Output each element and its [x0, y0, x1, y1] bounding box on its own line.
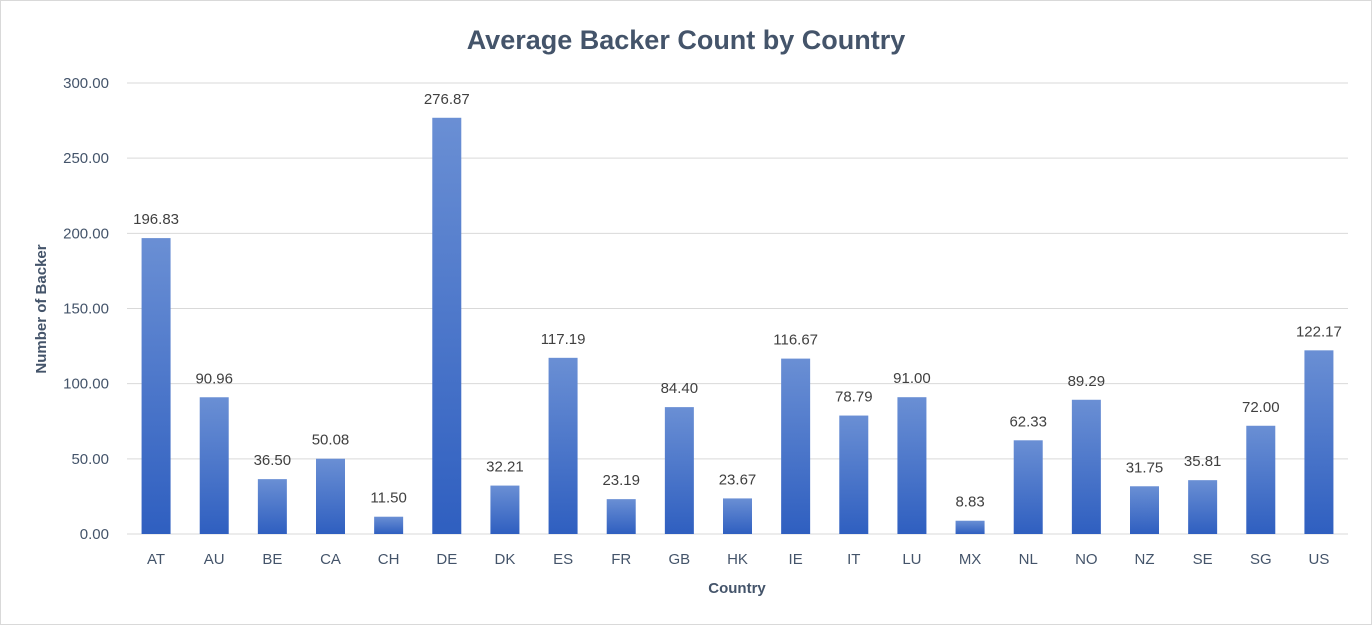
data-label: 62.33: [1009, 413, 1047, 430]
data-label: 117.19: [541, 331, 586, 348]
y-axis-ticks: 0.00 50.00 100.00 150.00 200.00 250.00 300.00: [63, 75, 109, 543]
bar-de: [432, 117, 462, 535]
x-tick-label: US: [1309, 551, 1330, 568]
bar-se: [1188, 480, 1218, 534]
x-tick-label: HK: [727, 551, 748, 568]
y-tick-label: 300.00: [63, 75, 109, 92]
data-label: 8.83: [955, 494, 984, 511]
data-label: 35.81: [1184, 453, 1222, 470]
y-tick-label: 250.00: [63, 150, 109, 167]
bar-ca: [316, 458, 345, 534]
x-tick-label: NO: [1075, 551, 1098, 568]
bar-be: [257, 479, 287, 534]
x-tick-label: AT: [147, 551, 165, 568]
x-tick-label: SE: [1193, 551, 1213, 568]
x-tick-label: DE: [436, 551, 457, 568]
x-tick-label: MX: [959, 551, 982, 568]
x-axis-ticks: AT AU BE CA CH DE DK ES FR GB HK IE IT LU MX NL NO NZ SE SG…: [147, 551, 1329, 568]
data-label: 31.75: [1126, 459, 1164, 476]
y-tick-label: 150.00: [63, 301, 109, 318]
data-label: 84.40: [661, 380, 699, 397]
data-label: 89.29: [1068, 373, 1106, 390]
bar-es: [548, 357, 578, 534]
bar-hk: [723, 498, 752, 534]
data-label: 122.17: [1296, 323, 1342, 340]
bars: [141, 117, 1334, 535]
y-tick-label: 50.00: [71, 451, 109, 468]
bar-lu: [897, 397, 927, 534]
bar-gb: [664, 407, 694, 534]
data-label: 32.21: [486, 459, 524, 476]
x-tick-label: CH: [378, 551, 400, 568]
data-labels: 196.83 90.96 36.50 50.08 11.50 276.87 32.21 117…: [133, 91, 1342, 511]
x-tick-label: NL: [1019, 551, 1038, 568]
bar-us: [1304, 350, 1334, 534]
bar-nl: [1013, 440, 1043, 534]
bar-sg: [1246, 425, 1276, 534]
bar-it: [839, 415, 869, 534]
x-tick-label: GB: [669, 551, 691, 568]
x-tick-label: ES: [553, 551, 573, 568]
data-label: 196.83: [133, 211, 179, 228]
data-label: 91.00: [893, 370, 931, 387]
bar-ie: [781, 358, 811, 534]
x-tick-label: FR: [611, 551, 631, 568]
bar-ch: [374, 516, 404, 534]
bar-nz: [1130, 486, 1159, 534]
y-tick-label: 200.00: [63, 225, 109, 242]
bar-at: [141, 238, 171, 534]
x-axis-title: Country: [708, 580, 766, 597]
x-tick-label: AU: [204, 551, 225, 568]
data-label: 23.19: [602, 472, 640, 489]
x-tick-label: LU: [902, 551, 921, 568]
bar-no: [1071, 399, 1101, 534]
x-tick-label: IT: [847, 551, 860, 568]
bar-au: [199, 397, 229, 534]
data-label: 72.00: [1242, 399, 1280, 416]
x-tick-label: BE: [262, 551, 282, 568]
y-tick-label: 0.00: [80, 526, 109, 543]
chart-title: Average Backer Count by Country: [467, 25, 906, 55]
y-axis-title: Number of Backer: [33, 244, 50, 373]
data-label: 36.50: [254, 452, 292, 469]
x-tick-label: NZ: [1135, 551, 1155, 568]
data-label: 23.67: [719, 471, 757, 488]
x-tick-label: SG: [1250, 551, 1272, 568]
bar-dk: [490, 485, 520, 534]
y-tick-label: 100.00: [63, 376, 109, 393]
x-tick-label: IE: [789, 551, 803, 568]
bar-mx: [955, 520, 985, 534]
gridlines: [127, 82, 1348, 535]
data-label: 78.79: [835, 389, 873, 406]
data-label: 50.08: [312, 432, 350, 449]
x-tick-label: CA: [320, 551, 341, 568]
data-label: 90.96: [195, 370, 233, 387]
bar-fr: [606, 499, 636, 534]
data-label: 276.87: [424, 91, 470, 108]
data-label: 116.67: [773, 332, 818, 349]
data-label: 11.50: [370, 490, 406, 507]
x-tick-label: DK: [495, 551, 516, 568]
